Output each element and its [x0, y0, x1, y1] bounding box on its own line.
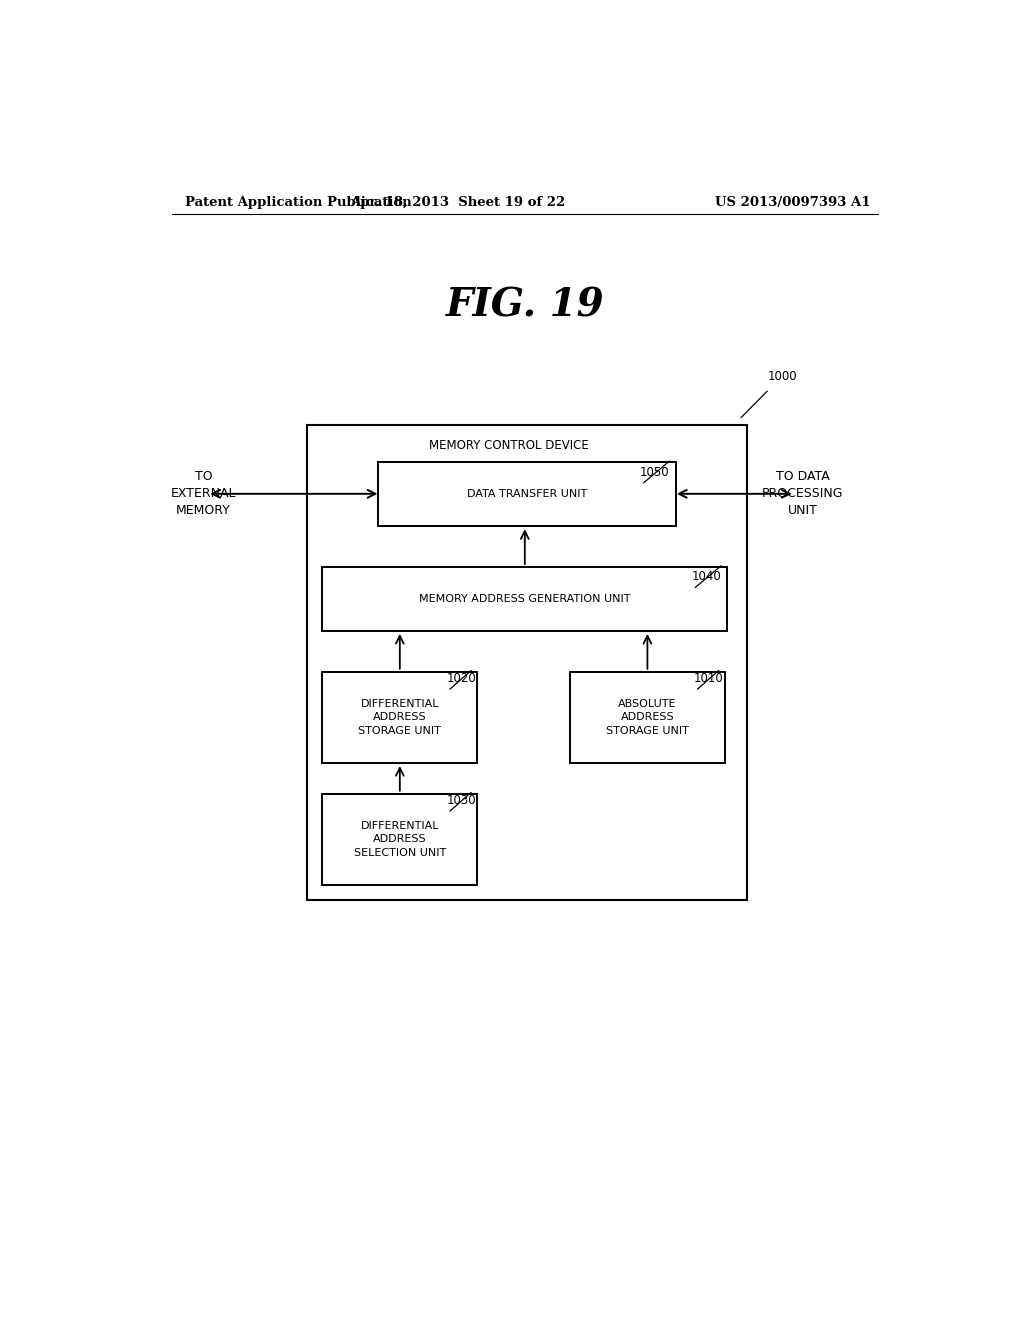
Text: 1010: 1010 — [694, 672, 724, 685]
Text: FIG. 19: FIG. 19 — [445, 286, 604, 325]
Bar — [323, 793, 477, 886]
Text: MEMORY CONTROL DEVICE: MEMORY CONTROL DEVICE — [429, 438, 589, 451]
Text: DATA TRANSFER UNIT: DATA TRANSFER UNIT — [467, 490, 587, 499]
Text: US 2013/0097393 A1: US 2013/0097393 A1 — [715, 195, 870, 209]
Bar — [570, 672, 725, 763]
Text: MEMORY ADDRESS GENERATION UNIT: MEMORY ADDRESS GENERATION UNIT — [419, 594, 631, 605]
Text: ABSOLUTE
ADDRESS
STORAGE UNIT: ABSOLUTE ADDRESS STORAGE UNIT — [606, 700, 689, 735]
Text: DIFFERENTIAL
ADDRESS
STORAGE UNIT: DIFFERENTIAL ADDRESS STORAGE UNIT — [358, 700, 441, 735]
Text: 1020: 1020 — [446, 672, 476, 685]
Bar — [323, 672, 477, 763]
Text: TO
EXTERNAL
MEMORY: TO EXTERNAL MEMORY — [171, 470, 237, 517]
Text: Apr. 18, 2013  Sheet 19 of 22: Apr. 18, 2013 Sheet 19 of 22 — [350, 195, 565, 209]
Text: DIFFERENTIAL
ADDRESS
SELECTION UNIT: DIFFERENTIAL ADDRESS SELECTION UNIT — [353, 821, 445, 858]
Bar — [306, 425, 748, 900]
Text: 1040: 1040 — [691, 570, 721, 583]
Text: 1030: 1030 — [446, 793, 476, 807]
Bar — [323, 568, 727, 631]
Text: 1000: 1000 — [768, 370, 798, 383]
Bar — [378, 462, 676, 527]
Text: 1050: 1050 — [640, 466, 670, 479]
Text: TO DATA
PROCESSING
UNIT: TO DATA PROCESSING UNIT — [762, 470, 844, 517]
Text: Patent Application Publication: Patent Application Publication — [185, 195, 412, 209]
